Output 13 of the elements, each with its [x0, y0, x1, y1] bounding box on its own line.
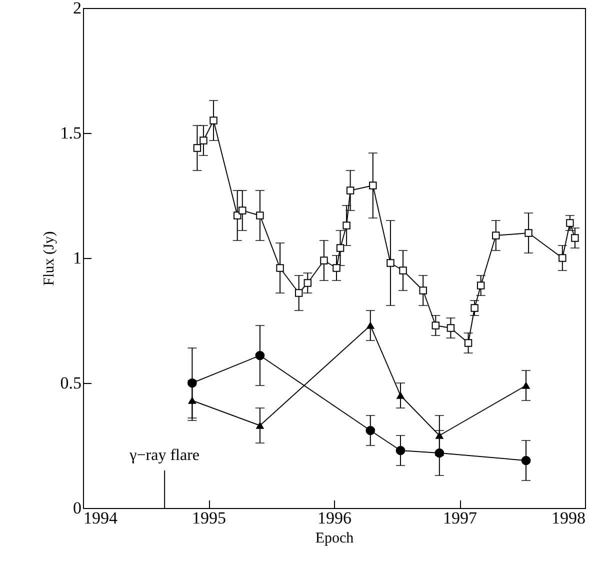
x-tick-label: 1995 — [192, 508, 226, 528]
y-tick-label: 0 — [73, 498, 82, 518]
ref-line-label: γ−ray flare — [128, 447, 200, 464]
y-axis-title: Flux (Jy) — [41, 231, 58, 286]
y-tick-label: 1 — [73, 248, 82, 268]
x-tick-label: 1997 — [443, 508, 478, 528]
x-tick-label: 1994 — [84, 508, 118, 528]
y-tick-label: 1.5 — [60, 124, 82, 142]
x-tick-label: 1998 — [552, 508, 586, 528]
y-tick-label: 2 — [73, 0, 82, 18]
x-tick-label: 1996 — [318, 508, 352, 528]
x-axis-title: Epoch — [315, 530, 354, 546]
y-tick-label: 0.5 — [60, 374, 82, 392]
